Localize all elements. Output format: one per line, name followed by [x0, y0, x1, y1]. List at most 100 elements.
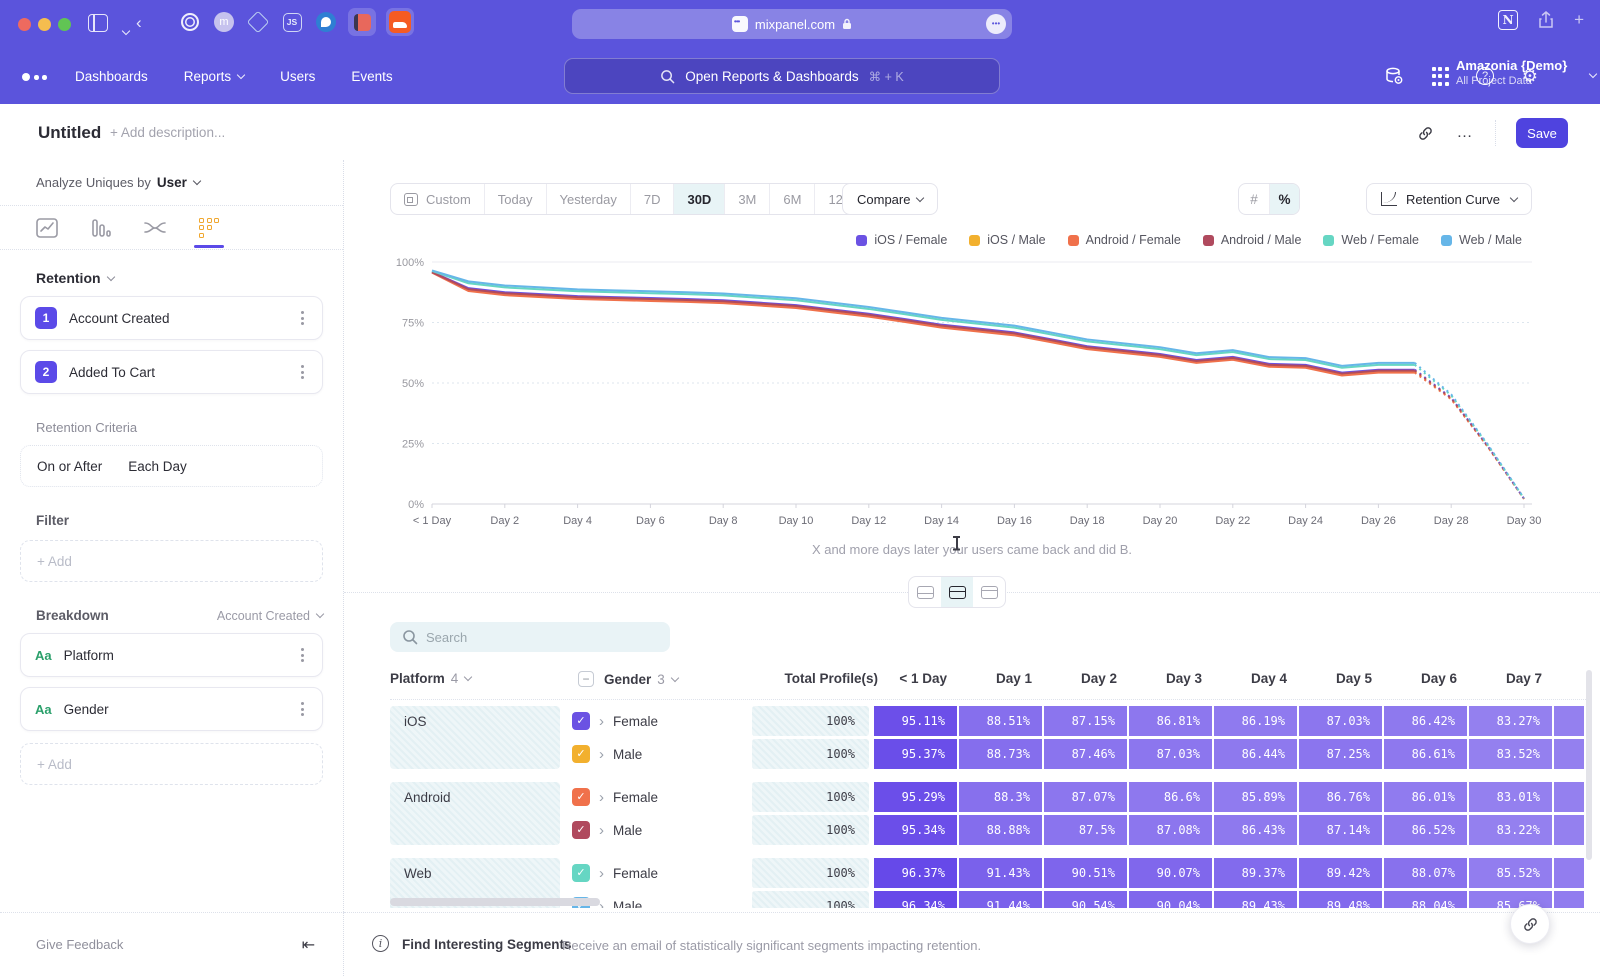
range-3m[interactable]: 3M: [724, 184, 769, 214]
retention-value-cell[interactable]: 87.07%: [1044, 782, 1127, 812]
day-column-header[interactable]: Day 5: [1303, 671, 1386, 686]
extension-icon-3[interactable]: [246, 10, 270, 34]
retention-value-cell[interactable]: 87.25%: [1299, 739, 1382, 769]
retention-value-cell[interactable]: 88.3%: [959, 782, 1042, 812]
gender-column-header[interactable]: − Gender 3: [578, 671, 678, 687]
retention-step-1[interactable]: 1Account Created: [20, 296, 323, 340]
window-close-button[interactable]: [18, 18, 31, 31]
day-column-header[interactable]: Day 3: [1133, 671, 1216, 686]
retention-value-cell[interactable]: 88.51%: [959, 706, 1042, 736]
more-options-icon[interactable]: …: [1455, 123, 1475, 143]
give-feedback-link[interactable]: Give Feedback: [36, 937, 123, 952]
horizontal-scrollbar[interactable]: [390, 898, 600, 906]
retention-value-cell[interactable]: 85.52%: [1469, 858, 1552, 888]
retention-value-cell[interactable]: 96.37%: [874, 858, 957, 888]
range-yesterday[interactable]: Yesterday: [546, 184, 630, 214]
retention-line-chart[interactable]: 0%25%50%75%100%< 1 DayDay 2Day 4Day 6Day…: [390, 252, 1566, 530]
kebab-menu-icon[interactable]: [297, 307, 308, 329]
tab-funnels[interactable]: [84, 208, 118, 248]
extension-icon-6[interactable]: [348, 8, 376, 36]
total-profiles-header[interactable]: Total Profile(s): [758, 671, 878, 686]
retention-value-cell[interactable]: 86.81%: [1129, 706, 1212, 736]
retention-value-cell[interactable]: 86.44%: [1214, 739, 1297, 769]
range-custom[interactable]: Custom: [391, 184, 484, 214]
nav-link-dashboards[interactable]: Dashboards: [75, 69, 148, 84]
retention-value-cell[interactable]: 87.46%: [1044, 739, 1127, 769]
select-all-checkbox[interactable]: −: [578, 671, 594, 687]
share-link-floating-button[interactable]: [1510, 904, 1550, 944]
retention-value-cell[interactable]: 90.07%: [1129, 858, 1212, 888]
account-switcher[interactable]: Amazonia {Demo} All Project Data: [1456, 58, 1586, 87]
retention-value-cell[interactable]: 87.5%: [1044, 815, 1127, 845]
layout-chart-only-button[interactable]: [909, 577, 941, 607]
retention-value-cell[interactable]: 88.07%: [1384, 858, 1467, 888]
retention-value-cell[interactable]: 87.08%: [1129, 815, 1212, 845]
expand-chevron-icon[interactable]: ›: [599, 789, 604, 806]
chart-type-dropdown[interactable]: Retention Curve: [1366, 183, 1532, 215]
expand-chevron-icon[interactable]: ›: [599, 713, 604, 730]
breakdown-item-platform[interactable]: AaPlatform: [20, 633, 323, 677]
day-column-header[interactable]: Day 7: [1473, 671, 1556, 686]
retention-value-cell[interactable]: 86.01%: [1384, 782, 1467, 812]
retention-value-cell[interactable]: 89.48%: [1299, 891, 1382, 908]
retention-value-cell[interactable]: 96.34%: [874, 891, 957, 908]
platform-cell[interactable]: iOS: [390, 706, 560, 769]
new-tab-icon[interactable]: +: [1574, 10, 1584, 30]
series-checkbox[interactable]: ✓: [572, 821, 590, 839]
mixpanel-logo[interactable]: [22, 72, 52, 82]
report-title[interactable]: Untitled: [38, 123, 101, 143]
notion-icon[interactable]: N: [1498, 10, 1518, 30]
global-search[interactable]: Open Reports & Dashboards ⌘ + K: [564, 58, 1000, 94]
extension-icon-7[interactable]: [386, 8, 414, 36]
layout-table-only-button[interactable]: [973, 577, 1005, 607]
copy-link-icon[interactable]: [1415, 123, 1435, 143]
browser-back-icon[interactable]: ‹: [136, 13, 142, 33]
tab-retention[interactable]: [192, 208, 226, 248]
retention-value-cell[interactable]: 88.73%: [959, 739, 1042, 769]
criteria-on-or-after[interactable]: On or After: [37, 459, 102, 474]
series-checkbox[interactable]: ✓: [572, 712, 590, 730]
day-column-header[interactable]: < 1 Day: [878, 671, 961, 686]
nav-link-events[interactable]: Events: [351, 69, 392, 84]
kebab-menu-icon[interactable]: [297, 698, 308, 720]
nav-link-reports[interactable]: Reports: [184, 69, 244, 84]
extension-icon-1[interactable]: [178, 10, 202, 34]
range-today[interactable]: Today: [484, 184, 546, 214]
retention-value-cell[interactable]: 95.11%: [874, 706, 957, 736]
day-column-header[interactable]: Day 4: [1218, 671, 1301, 686]
retention-value-cell[interactable]: 88.04%: [1384, 891, 1467, 908]
nav-link-users[interactable]: Users: [280, 69, 315, 84]
retention-value-cell[interactable]: 87.03%: [1129, 739, 1212, 769]
collapse-sidebar-icon[interactable]: ⇤: [302, 935, 315, 954]
retention-value-cell[interactable]: 88.88%: [959, 815, 1042, 845]
window-zoom-button[interactable]: [58, 18, 71, 31]
apps-grid-icon[interactable]: [1430, 66, 1450, 86]
retention-value-cell[interactable]: 89.37%: [1214, 858, 1297, 888]
platform-column-header[interactable]: Platform 4: [390, 671, 471, 686]
kebab-menu-icon[interactable]: [297, 644, 308, 666]
expand-chevron-icon[interactable]: ›: [599, 822, 604, 839]
retention-value-cell[interactable]: 90.54%: [1044, 891, 1127, 908]
table-search-input[interactable]: [390, 622, 670, 652]
extension-icon-2[interactable]: m: [212, 10, 236, 34]
retention-step-2[interactable]: 2Added To Cart: [20, 350, 323, 394]
window-minimize-button[interactable]: [38, 18, 51, 31]
mode-percent-button[interactable]: %: [1269, 184, 1299, 214]
retention-value-cell[interactable]: 91.44%: [959, 891, 1042, 908]
retention-value-cell[interactable]: 83.22%: [1469, 815, 1552, 845]
expand-chevron-icon[interactable]: ›: [599, 746, 604, 763]
kebab-menu-icon[interactable]: [297, 361, 308, 383]
browser-sidebar-toggle-icon[interactable]: [88, 14, 108, 32]
retention-value-cell[interactable]: 86.52%: [1384, 815, 1467, 845]
retention-value-cell[interactable]: 89.43%: [1214, 891, 1297, 908]
retention-value-cell[interactable]: 86.6%: [1129, 782, 1212, 812]
retention-value-cell[interactable]: 86.76%: [1299, 782, 1382, 812]
chevron-down-icon[interactable]: [116, 21, 129, 39]
series-checkbox[interactable]: ✓: [572, 864, 590, 882]
retention-value-cell[interactable]: 87.15%: [1044, 706, 1127, 736]
range-30d[interactable]: 30D: [673, 184, 724, 214]
breakdown-item-gender[interactable]: AaGender: [20, 687, 323, 731]
share-icon[interactable]: [1538, 11, 1554, 29]
analyze-uniques-row[interactable]: Analyze Uniques by User: [0, 160, 343, 206]
series-checkbox[interactable]: ✓: [572, 745, 590, 763]
